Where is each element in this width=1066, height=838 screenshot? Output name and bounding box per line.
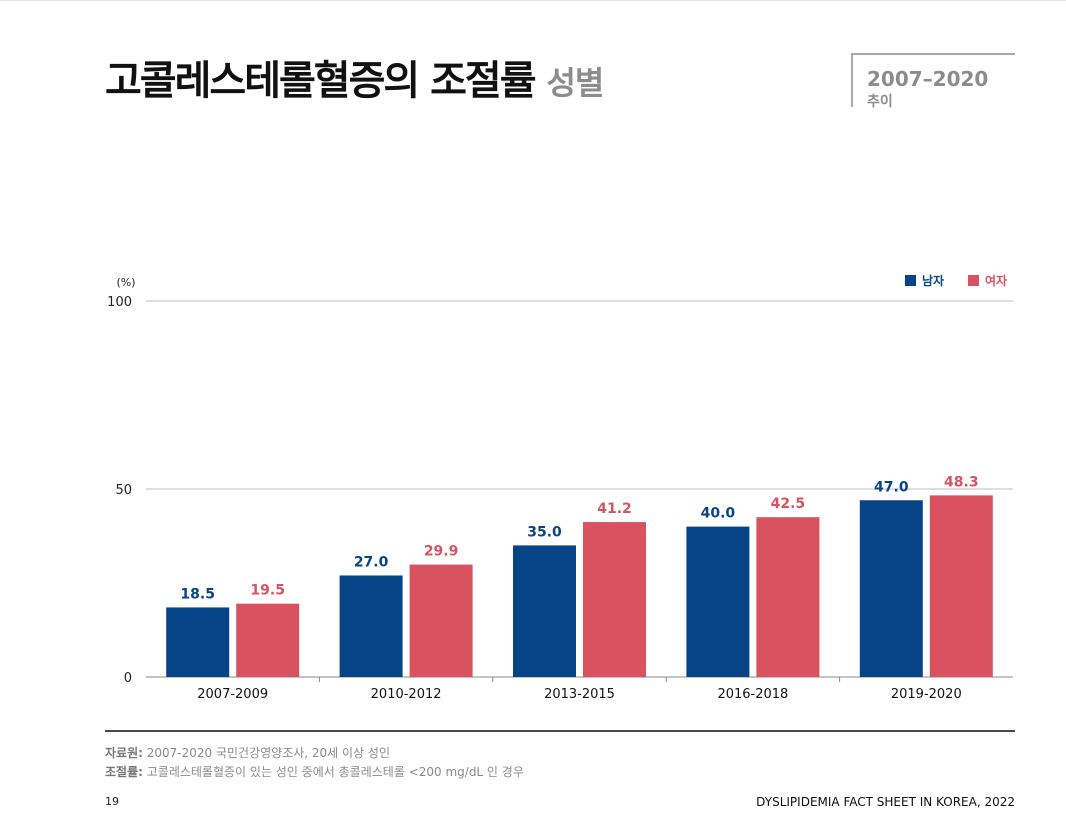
page-number: 19 [105, 795, 119, 808]
period-box: 2007–2020 추이 [851, 53, 1015, 110]
definition-note: 조절률: 고콜레스테롤혈증이 있는 성인 중에서 총콜레스테롤 <200 mg/… [105, 763, 524, 780]
notes-divider [105, 730, 1015, 732]
bar-chart: (%) 0 50 100 18.5 19.5 27.0 29.9 35.0 41.2 40.0 4… [107, 273, 1013, 702]
bar-female [236, 603, 300, 677]
bar-male [859, 500, 923, 677]
x-tick-label: 2007-2009 [197, 687, 268, 702]
period-label: 추이 [867, 94, 893, 110]
data-label: 35.0 [527, 524, 562, 540]
legend-swatch [968, 275, 979, 286]
data-label: 41.2 [597, 501, 632, 517]
source-note-label: 자료원: [105, 746, 143, 760]
y-tick-label: 100 [107, 295, 132, 310]
y-tick-label: 0 [124, 671, 132, 686]
definition-note-label: 조절률: [105, 765, 143, 779]
x-tick-label: 2016-2018 [717, 687, 788, 702]
data-label: 48.3 [944, 474, 979, 490]
legend-swatch [905, 275, 916, 286]
page-title-main: 고콜레스테롤혈증의 조절률 [105, 58, 537, 104]
bar-female [409, 564, 473, 677]
y-tick-labels: 0 50 100 [107, 295, 132, 686]
legend: 남자 여자 [905, 273, 1007, 288]
x-tick-labels: 2007-2009 2010-2012 2013-2015 2016-2018 2019… [197, 687, 961, 702]
top-border [0, 0, 1066, 1]
data-label: 27.0 [354, 554, 389, 570]
bar-female [929, 495, 993, 677]
period-range: 2007–2020 [867, 67, 989, 91]
y-tick-label: 50 [115, 483, 132, 498]
publication-title: DYSLIPIDEMIA FACT SHEET IN KOREA, 2022 [756, 795, 1015, 809]
data-label: 40.0 [701, 506, 736, 522]
data-label: 19.5 [250, 583, 285, 599]
bar-male [339, 575, 403, 677]
x-tick-label: 2019-2020 [891, 687, 962, 702]
bar-male [166, 607, 230, 677]
legend-label: 여자 [985, 273, 1007, 288]
bars: 18.5 19.5 27.0 29.9 35.0 41.2 40.0 42.5 47.0 48.3 [166, 474, 993, 677]
definition-note-text: 고콜레스테롤혈증이 있는 성인 중에서 총콜레스테롤 <200 mg/dL 인 … [142, 765, 524, 779]
bar-female [583, 522, 646, 677]
x-tick-label: 2013-2015 [544, 687, 615, 702]
source-note-text: 2007-2020 국민건강영양조사, 20세 이상 성인 [142, 746, 391, 760]
y-axis-label: (%) [116, 276, 135, 289]
data-label: 18.5 [180, 586, 215, 602]
legend-label: 남자 [922, 273, 944, 288]
bar-male [513, 545, 576, 677]
x-tick-label: 2010-2012 [371, 687, 442, 702]
data-label: 42.5 [771, 496, 806, 512]
bar-male [686, 526, 750, 677]
bar-female [756, 517, 820, 677]
page-title: 고콜레스테롤혈증의 조절률 성별 [105, 48, 604, 106]
data-label: 47.0 [874, 479, 909, 495]
data-label: 29.9 [424, 544, 459, 560]
source-note: 자료원: 2007-2020 국민건강영양조사, 20세 이상 성인 [105, 744, 390, 761]
page-title-sub: 성별 [546, 64, 604, 102]
